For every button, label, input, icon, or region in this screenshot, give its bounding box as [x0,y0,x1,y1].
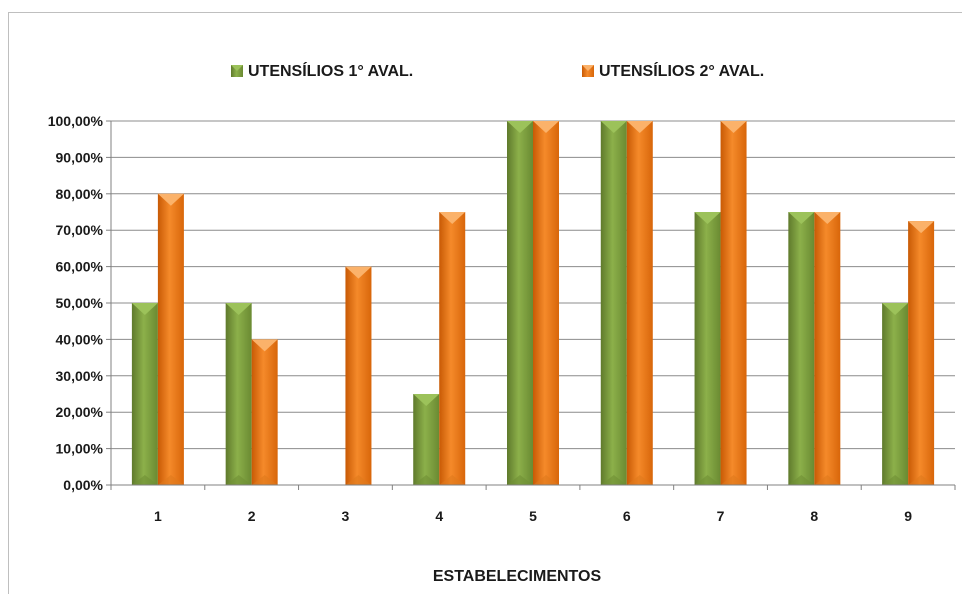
bar-series-2-cat-8 [814,212,841,485]
bar-bottom-facet [533,475,559,485]
bar-series-1-cat-4 [413,394,440,485]
x-tick-label: 6 [623,508,631,524]
bar-bottom-facet [882,475,909,485]
bar-series-2-cat-5 [533,121,559,485]
bar-top-facet [882,303,909,315]
bar-top-facet [814,212,841,224]
x-tick-label: 4 [435,508,443,524]
y-tick-label: 30,00% [56,368,104,384]
bar-series-2-cat-9 [908,221,935,485]
x-tick-label: 5 [529,508,537,524]
x-tick-label: 8 [810,508,818,524]
bar-series-1-cat-5 [507,121,533,485]
y-tick-label: 0,00% [63,477,103,493]
bar-top-facet [439,212,466,224]
bar-bottom-facet [131,475,158,485]
bar-series-2-cat-1 [157,193,184,486]
bar-series-1-cat-6 [600,121,627,485]
legend: UTENSÍLIOS 1° AVAL. UTENSÍLIOS 2° AVAL. [231,61,764,80]
bar-series-2-cat-6 [626,121,653,485]
bar-top-facet [533,121,559,133]
bar-bottom-facet [600,475,627,485]
bar-series-1-cat-8 [788,212,815,485]
bar-top-facet [225,303,252,315]
bar-top-facet [908,221,935,234]
legend-label-series-2: UTENSÍLIOS 2° AVAL. [599,61,764,80]
x-tick-label: 3 [342,508,350,524]
y-tick-label: 60,00% [56,259,104,275]
y-tick-label: 10,00% [56,441,104,457]
bar-bottom-facet [251,475,278,485]
x-axis-title: ESTABELECIMENTOS [433,568,602,585]
legend-label-series-1: UTENSÍLIOS 1° AVAL. [248,61,413,80]
bar-top-facet [345,266,372,279]
bar-bottom-facet [814,475,841,485]
y-tick-label: 90,00% [56,149,104,165]
bar-top-facet [626,121,653,133]
x-tick-label: 1 [154,508,162,524]
bars [131,121,935,486]
bar-series-1-cat-2 [225,303,252,485]
x-tick-label: 9 [904,508,912,524]
legend-swatch-facet [582,65,594,71]
bar-series-1-cat-7 [694,212,721,485]
bar-series-2-cat-3 [345,266,372,485]
chart-frame: UTENSÍLIOS 1° AVAL. UTENSÍLIOS 2° AVAL. 0… [8,12,962,594]
bar-series-1-cat-9 [882,303,909,485]
bar-bottom-facet [720,475,747,485]
bar-chart: UTENSÍLIOS 1° AVAL. UTENSÍLIOS 2° AVAL. 0… [48,61,956,585]
bar-top-facet [157,193,184,206]
bar-bottom-facet [788,475,815,485]
y-tick-label: 40,00% [56,331,104,347]
bar-bottom-facet [439,475,466,485]
bar-top-facet [507,121,533,133]
bar-top-facet [788,212,815,224]
y-tick-label: 50,00% [56,295,104,311]
x-tick-label: 7 [717,508,725,524]
bar-bottom-facet [507,475,533,485]
bar-bottom-facet [908,475,935,485]
axes: 0,00% 10,00% 20,00% 30,00% 40,00% 50,00% 60,00… [48,113,956,524]
bar-series-1-cat-1 [131,303,158,485]
bar-bottom-facet [157,475,184,485]
bar-series-2-cat-4 [439,212,466,485]
bar-series-2-cat-2 [251,339,278,485]
y-tick-label: 80,00% [56,186,104,202]
bar-top-facet [694,212,721,224]
y-tick-label: 100,00% [48,113,104,129]
y-tick-label: 70,00% [56,222,104,238]
bar-series-2-cat-7 [720,121,747,485]
bar-top-facet [251,339,278,352]
bar-bottom-facet [694,475,721,485]
y-tick-label: 20,00% [56,404,104,420]
bar-top-facet [131,303,158,315]
bar-top-facet [600,121,627,133]
bar-bottom-facet [626,475,653,485]
bar-bottom-facet [225,475,252,485]
bar-bottom-facet [413,475,440,485]
bar-top-facet [413,394,440,406]
legend-swatch-facet [231,65,243,71]
x-tick-label: 2 [248,508,256,524]
bar-top-facet [720,121,747,133]
bar-bottom-facet [345,475,372,485]
